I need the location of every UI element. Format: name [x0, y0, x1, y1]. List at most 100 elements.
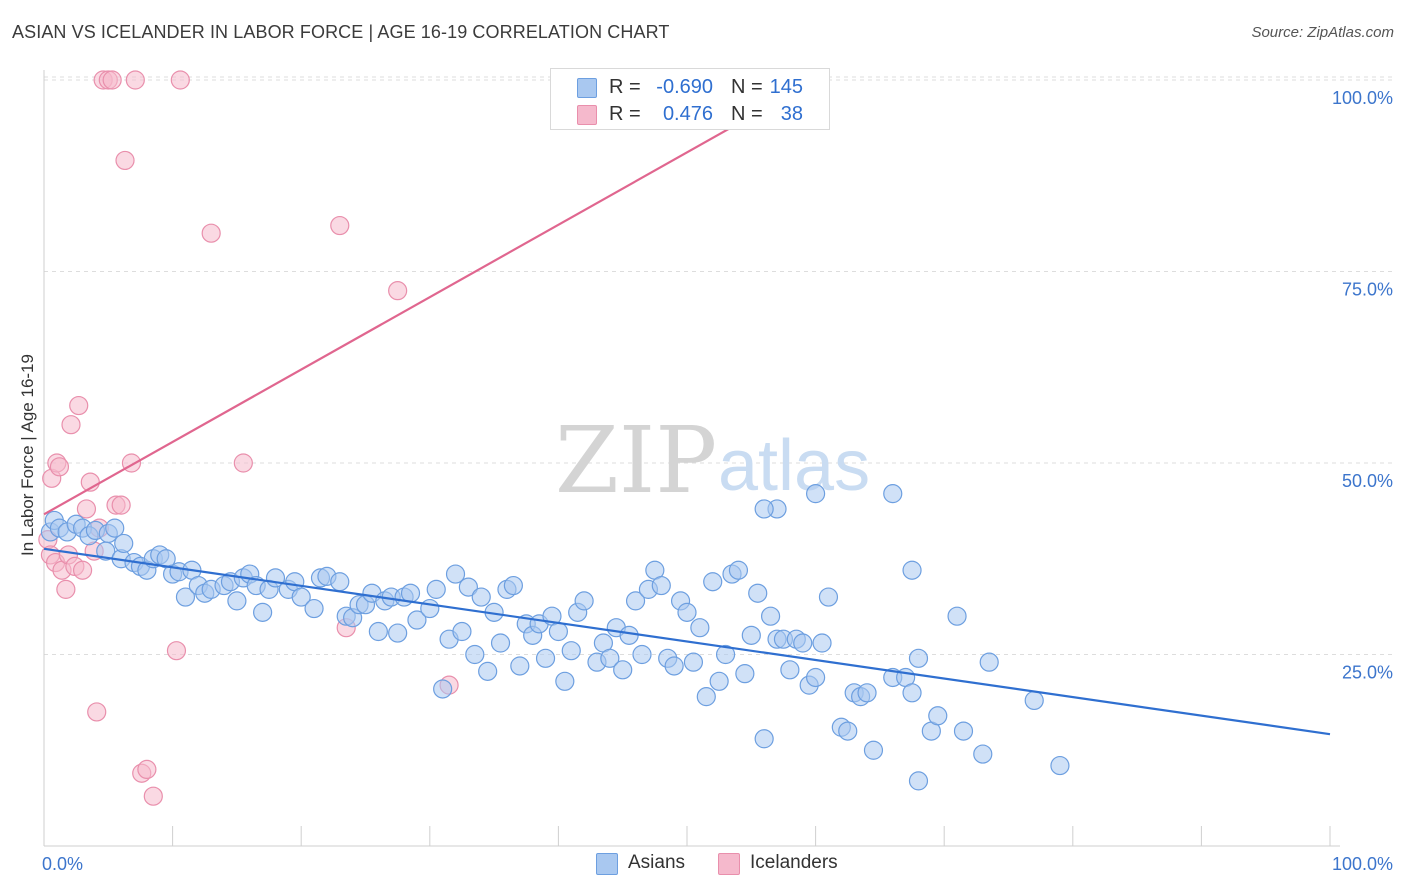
- watermark-zip: ZIP: [555, 407, 717, 514]
- tick-labels: 25.0% 50.0% 75.0% 100.0% 0.0% 100.0%: [42, 88, 1393, 874]
- asian-point: [388, 623, 408, 643]
- asian-point: [561, 641, 581, 661]
- asian-point: [696, 687, 716, 707]
- icelanders-legend-label: Icelanders: [750, 852, 838, 873]
- asians-n-value: 145: [769, 76, 803, 98]
- icelanders-r-label: R =: [609, 103, 641, 125]
- asian-point: [908, 771, 929, 791]
- asian-point: [748, 583, 768, 603]
- y-tick-label: 50.0%: [1342, 471, 1393, 491]
- asian-point: [703, 572, 723, 592]
- asian-point: [227, 591, 247, 611]
- asian-point: [728, 560, 749, 580]
- asian-point: [105, 518, 125, 538]
- icelander-point: [76, 499, 97, 519]
- icelander-point: [72, 560, 93, 580]
- asian-point: [600, 648, 620, 668]
- asian-point: [330, 572, 350, 592]
- asian-point: [883, 484, 903, 504]
- asian-point: [433, 679, 453, 699]
- asian-point: [555, 671, 575, 691]
- asian-point: [490, 633, 511, 653]
- asian-point: [735, 664, 755, 684]
- asian-point: [452, 621, 472, 642]
- asian-point: [426, 579, 446, 599]
- asian-point: [805, 667, 826, 688]
- asian-point: [793, 633, 813, 653]
- icelanders-n-value: 38: [780, 103, 803, 125]
- asian-point: [741, 625, 761, 645]
- watermark-atlas: atlas: [718, 426, 870, 506]
- asian-point: [407, 610, 427, 630]
- asian-point: [632, 644, 652, 665]
- asian-point: [651, 575, 671, 596]
- asian-point: [96, 541, 116, 561]
- asian-point: [677, 602, 697, 622]
- asian-point: [838, 721, 858, 741]
- icelander-point: [125, 70, 145, 90]
- legend-row-icelanders: R = 0.476 N = 38: [551, 101, 829, 127]
- axes: [43, 70, 1340, 847]
- asian-point: [1050, 755, 1070, 776]
- y-axis-label: In Labor Force | Age 16-19: [18, 354, 37, 556]
- icelander-point: [170, 70, 190, 90]
- icelander-point: [330, 215, 350, 236]
- icelanders-r-value: 0.476: [662, 103, 713, 125]
- asian-point: [805, 484, 826, 504]
- icelander-point: [166, 641, 187, 661]
- asians-legend-swatch: [596, 853, 618, 875]
- icelander-point: [115, 150, 135, 171]
- asian-point: [973, 744, 993, 764]
- asian-point: [664, 656, 684, 676]
- icelander-point: [102, 70, 122, 90]
- correlation-legend: R = -0.690 N = 145 R = 0.476 N = 38: [550, 68, 830, 130]
- trendlines: [43, 79, 1331, 736]
- asian-point: [780, 660, 800, 680]
- asian-point: [928, 706, 948, 726]
- asian-point: [445, 564, 466, 584]
- icelander-point: [143, 786, 163, 806]
- asian-point: [478, 661, 498, 681]
- asian-point: [619, 625, 639, 645]
- asian-point: [857, 683, 877, 703]
- watermark: ZIP atlas: [555, 407, 870, 514]
- asians-r-label: R =: [609, 76, 641, 98]
- asian-point: [754, 729, 774, 749]
- icelanders-swatch: [577, 105, 597, 125]
- asians-legend-label: Asians: [628, 852, 686, 873]
- asians-n-label: N =: [731, 76, 763, 98]
- asian-point: [304, 598, 324, 619]
- asian-point: [953, 721, 974, 741]
- icelanders-n-label: N =: [731, 103, 763, 125]
- icelander-point: [49, 457, 70, 477]
- asian-point: [114, 533, 134, 554]
- asian-point: [1024, 690, 1044, 711]
- icelander-point: [137, 759, 157, 780]
- asian-point: [458, 577, 478, 597]
- x-tick-label: 100.0%: [1332, 854, 1393, 874]
- asian-point: [510, 656, 530, 676]
- y-tick-label: 75.0%: [1342, 280, 1393, 300]
- asian-point: [400, 583, 421, 603]
- asian-point: [574, 591, 594, 611]
- asian-point: [709, 671, 729, 691]
- legend-row-asians: R = -0.690 N = 145: [551, 74, 829, 100]
- asian-point: [863, 740, 884, 760]
- asian-point: [754, 499, 774, 519]
- asian-point: [715, 644, 736, 665]
- asian-point: [420, 598, 440, 619]
- asian-point: [465, 644, 485, 665]
- x-tick-label: 0.0%: [42, 854, 83, 874]
- asian-point: [503, 575, 523, 596]
- chart-title: ASIAN VS ICELANDER IN LABOR FORCE | AGE …: [12, 22, 670, 42]
- asian-point: [902, 560, 922, 580]
- asian-point: [535, 648, 556, 668]
- asians-r-value: -0.690: [656, 76, 713, 98]
- asian-point: [812, 633, 832, 653]
- chart-source: Source: ZipAtlas.com: [1251, 24, 1394, 41]
- y-tick-label: 100.0%: [1332, 88, 1393, 108]
- asian-point: [818, 587, 839, 607]
- asian-point: [613, 660, 633, 680]
- icelander-point: [61, 415, 81, 435]
